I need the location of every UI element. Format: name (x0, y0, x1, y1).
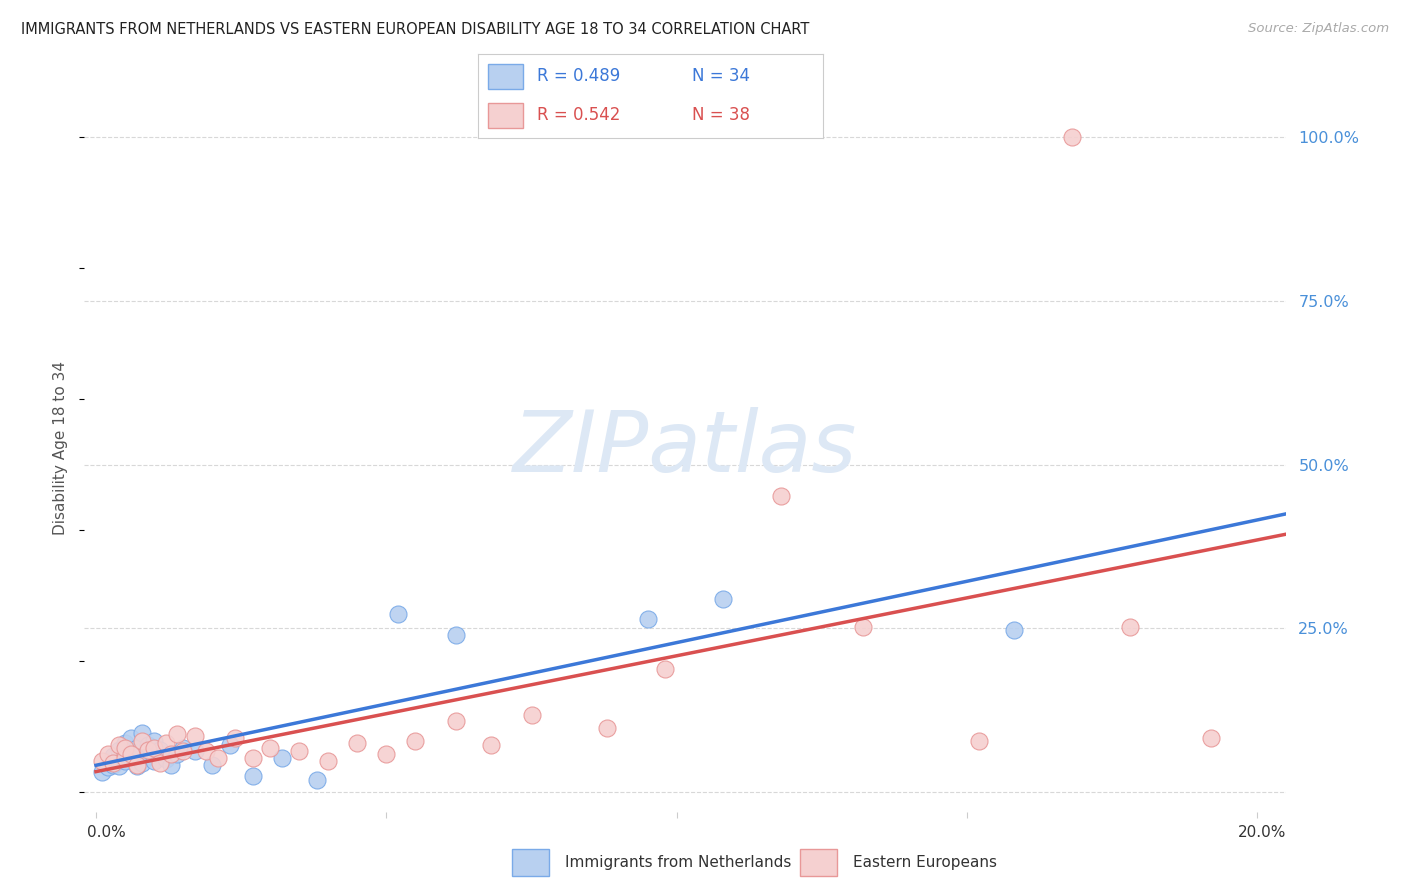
Point (125, 759, 148, 773)
Bar (488, 103, 523, 128)
Point (155, 736, 177, 750)
Point (520, 707, 543, 722)
Point (114, 736, 136, 750)
Point (1060, 130, 1083, 145)
Point (97, 760, 120, 774)
Point (114, 751, 136, 765)
Point (108, 738, 131, 752)
Point (711, 591, 734, 606)
Point (131, 726, 153, 740)
Point (183, 744, 205, 758)
Point (125, 757, 148, 772)
Point (654, 662, 676, 676)
Point (103, 756, 125, 770)
Point (770, 489, 793, 503)
Point (305, 773, 328, 788)
Point (224, 731, 246, 746)
Point (444, 714, 467, 729)
Point (270, 751, 292, 765)
Point (375, 747, 398, 761)
Point (120, 731, 142, 746)
Point (1118, 620, 1140, 634)
Point (346, 736, 368, 750)
Point (90, 754, 112, 768)
Point (160, 747, 183, 761)
Point (125, 740, 148, 755)
Text: Immigrants from Netherlands: Immigrants from Netherlands (565, 855, 792, 870)
Point (288, 744, 311, 758)
Point (143, 734, 166, 748)
Text: 20.0%: 20.0% (1239, 825, 1286, 840)
Point (108, 759, 131, 773)
Text: Eastern Europeans: Eastern Europeans (853, 855, 997, 870)
Point (103, 749, 125, 764)
Point (172, 744, 194, 758)
Point (242, 751, 264, 765)
Point (149, 756, 172, 770)
Point (149, 742, 172, 756)
Point (103, 757, 125, 772)
Point (131, 756, 153, 770)
Point (114, 754, 136, 768)
Point (108, 742, 131, 756)
Point (120, 747, 142, 761)
Text: N = 34: N = 34 (692, 68, 749, 86)
Bar (800, 849, 838, 876)
Point (596, 721, 619, 735)
Text: Source: ZipAtlas.com: Source: ZipAtlas.com (1249, 22, 1389, 36)
Point (444, 628, 467, 642)
Point (155, 752, 177, 766)
Point (143, 754, 166, 768)
Point (172, 740, 194, 755)
Point (387, 607, 409, 621)
Point (195, 744, 218, 758)
Text: ZIPatlas: ZIPatlas (513, 407, 858, 490)
Point (404, 734, 426, 748)
Text: R = 0.489: R = 0.489 (537, 68, 620, 86)
Bar (512, 849, 548, 876)
Bar (488, 63, 523, 89)
Point (136, 738, 159, 752)
Point (259, 740, 281, 755)
Point (183, 730, 205, 744)
Point (967, 734, 990, 748)
Point (1002, 623, 1025, 637)
Point (136, 749, 159, 764)
Point (114, 740, 136, 755)
Point (97, 747, 120, 761)
Text: 0.0%: 0.0% (87, 825, 127, 840)
Point (136, 742, 159, 756)
Point (851, 620, 873, 634)
Point (201, 757, 224, 772)
Text: IMMIGRANTS FROM NETHERLANDS VS EASTERN EUROPEAN DISABILITY AGE 18 TO 34 CORRELAT: IMMIGRANTS FROM NETHERLANDS VS EASTERN E… (21, 22, 810, 37)
Point (479, 738, 502, 752)
Point (242, 769, 264, 783)
Y-axis label: Disability Age 18 to 34: Disability Age 18 to 34 (53, 361, 69, 535)
Point (143, 740, 166, 755)
Point (637, 611, 659, 625)
Point (160, 757, 183, 772)
Point (90, 765, 112, 780)
Point (131, 734, 153, 748)
Point (166, 727, 188, 741)
Point (166, 747, 188, 761)
Text: N = 38: N = 38 (692, 106, 749, 124)
Point (316, 754, 339, 768)
Point (120, 751, 142, 765)
Point (207, 751, 229, 765)
Point (218, 738, 240, 752)
Point (1199, 731, 1222, 746)
Text: R = 0.542: R = 0.542 (537, 106, 620, 124)
